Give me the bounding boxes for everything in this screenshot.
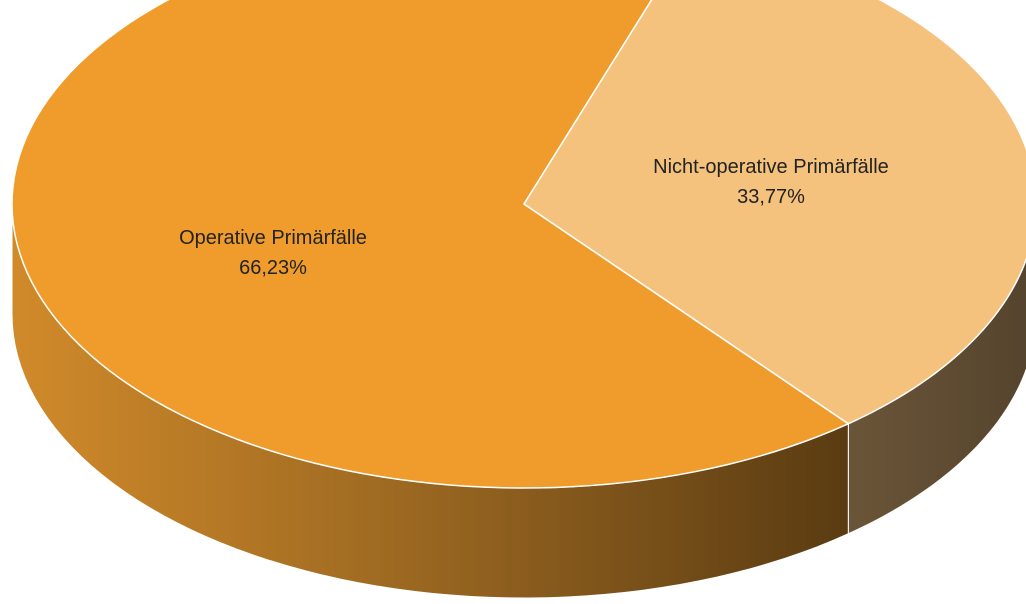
slice-value-nicht-operative: 33,77% — [737, 186, 805, 208]
pie-slice-operative — [11, 0, 850, 489]
slice-value-operative: 66,23% — [239, 257, 307, 279]
slice-label-operative: Operative Primärfälle — [179, 227, 367, 249]
slice-label-nicht-operative: Nicht-operative Primärfälle — [653, 156, 889, 178]
pie-slice-nicht-operative — [523, 0, 1026, 425]
